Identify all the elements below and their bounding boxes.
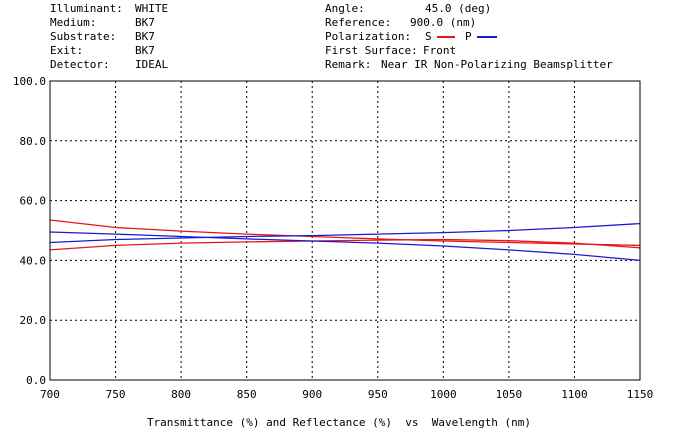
series-line-s-transmittance — [49, 238, 641, 251]
series-line-s-reflectance — [49, 219, 641, 247]
x-tick-label: 1150 — [627, 388, 654, 401]
series-line-p-transmittance — [49, 222, 641, 244]
x-tick-label: 1000 — [430, 388, 457, 401]
plot-frame — [49, 80, 641, 381]
angle-label: Angle: — [325, 2, 365, 15]
illuminant-label: Illuminant: — [50, 2, 123, 15]
substrate-label: Substrate: — [50, 30, 116, 43]
exit-label: Exit: — [50, 44, 83, 57]
y-tick-label: 0.0 — [26, 374, 46, 387]
plot-series — [49, 219, 641, 262]
y-tick-labels: 0.0 20.0 40.0 60.0 80.0 100.0 — [13, 75, 46, 387]
x-tick-label: 850 — [237, 388, 257, 401]
y-tick-label: 100.0 — [13, 75, 46, 88]
grid-lines — [49, 80, 641, 381]
x-tick-label: 800 — [171, 388, 191, 401]
polarization-p-label: P — [465, 30, 472, 43]
header-left: Illuminant: WHITE Medium: BK7 Substrate:… — [50, 2, 168, 71]
x-tick-label: 950 — [368, 388, 388, 401]
remark-label: Remark: — [325, 58, 371, 71]
substrate-value: BK7 — [135, 30, 155, 43]
exit-value: BK7 — [135, 44, 155, 57]
x-tick-labels: 700 750 800 850 900 950 1000 1050 1100 1150 — [40, 388, 653, 401]
y-tick-label: 60.0 — [20, 195, 47, 208]
y-tick-label: 40.0 — [20, 254, 47, 267]
y-tick-label: 20.0 — [20, 314, 47, 327]
x-tick-label: 1050 — [496, 388, 523, 401]
series-line-p-reflectance — [49, 231, 641, 262]
detector-value: IDEAL — [135, 58, 168, 71]
polarization-s-label: S — [425, 30, 432, 43]
first-surface-label: First Surface: — [325, 44, 418, 57]
illuminant-value: WHITE — [135, 2, 168, 15]
reference-value: 900.0 (nm) — [410, 16, 476, 29]
medium-value: BK7 — [135, 16, 155, 29]
header-right: Angle: 45.0 (deg) Reference: 900.0 (nm) … — [325, 2, 613, 71]
medium-label: Medium: — [50, 16, 96, 29]
detector-label: Detector: — [50, 58, 110, 71]
x-tick-label: 750 — [106, 388, 126, 401]
x-axis-label: Transmittance (%) and Reflectance (%) vs… — [147, 416, 531, 429]
y-tick-label: 80.0 — [20, 135, 47, 148]
x-tick-label: 1100 — [561, 388, 588, 401]
angle-value: 45.0 (deg) — [425, 2, 491, 15]
first-surface-value: Front — [423, 44, 456, 57]
x-tick-label: 700 — [40, 388, 60, 401]
remark-value: Near IR Non-Polarizing Beamsplitter — [381, 58, 613, 71]
x-tick-label: 900 — [302, 388, 322, 401]
reference-label: Reference: — [325, 16, 391, 29]
polarization-label: Polarization: — [325, 30, 411, 43]
